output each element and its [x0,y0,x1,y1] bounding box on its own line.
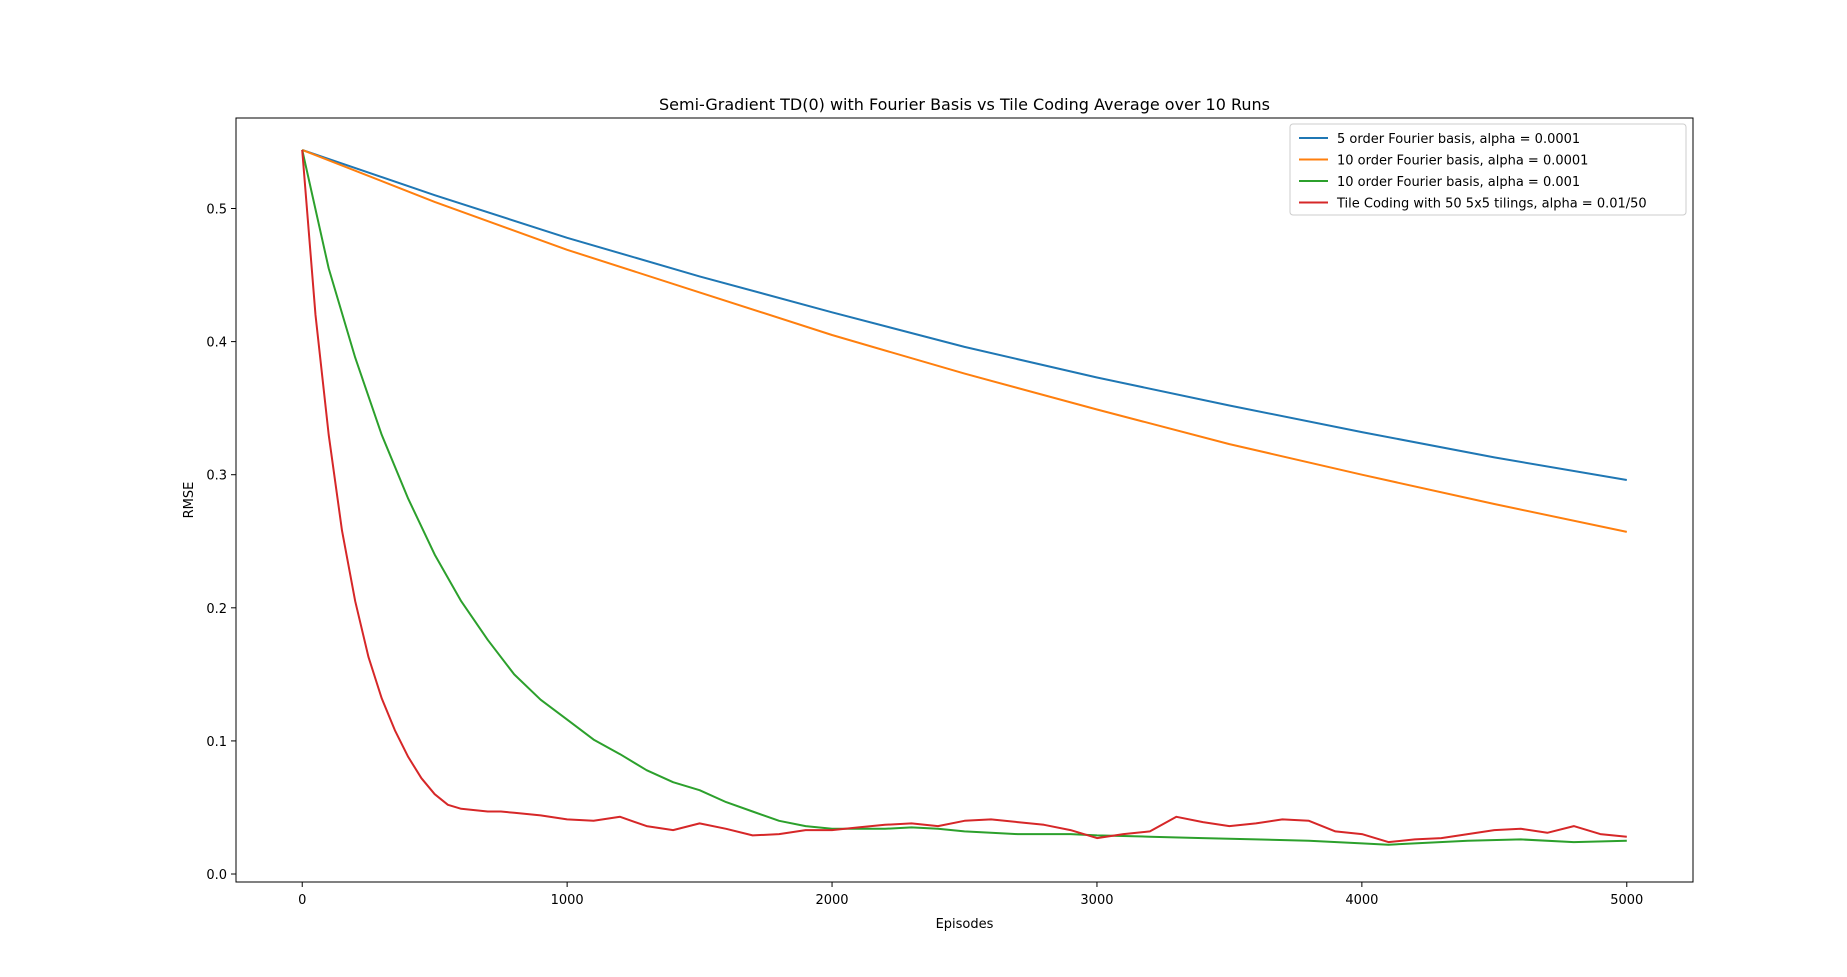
legend-box [1289,123,1687,216]
x-tick-label: 4000 [1345,893,1378,908]
legend-label-3: Tile Coding with 50 5x5 tilings, alpha =… [1336,197,1647,212]
x-axis-ticks: 0 1000 2000 3000 4000 5000 [298,882,1643,908]
plot-area [301,148,1628,846]
series-line-1 [301,148,1628,533]
y-tick-label: 0.0 [206,868,227,883]
x-tick-label: 3000 [1080,893,1113,908]
y-axis-ticks: 0.0 0.1 0.2 0.3 0.4 0.5 [206,203,236,883]
y-tick-label: 0.5 [206,203,227,218]
x-tick-label: 0 [298,893,306,908]
y-tick-label: 0.3 [206,469,227,484]
axes-frame [235,117,1694,883]
y-axis-label: RMSE [182,482,197,519]
legend-label-0: 5 order Fourier basis, alpha = 0.0001 [1337,132,1580,147]
legend-label-1: 10 order Fourier basis, alpha = 0.0001 [1337,154,1588,169]
legend-label-2: 10 order Fourier basis, alpha = 0.001 [1337,175,1580,190]
chart-title: Semi-Gradient TD(0) with Fourier Basis v… [659,95,1270,114]
y-tick-label: 0.2 [206,602,227,617]
y-tick-label: 0.4 [206,336,227,351]
x-tick-label: 5000 [1610,893,1643,908]
legend: 5 order Fourier basis, alpha = 0.0001 10 … [1289,123,1687,216]
y-tick-label: 0.1 [206,735,227,750]
x-tick-label: 1000 [551,893,584,908]
series-line-0 [301,148,1627,481]
series-line-3 [301,149,1627,844]
x-tick-label: 2000 [815,893,848,908]
x-axis-label: Episodes [936,917,994,932]
